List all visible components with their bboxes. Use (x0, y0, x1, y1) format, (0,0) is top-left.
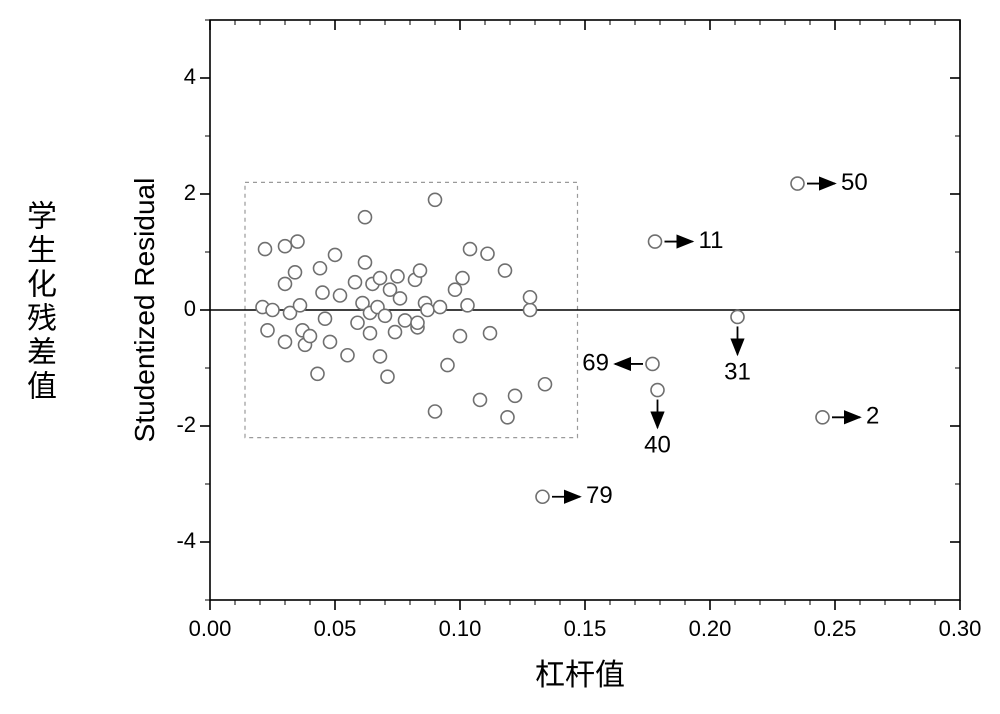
x-tick-label: 0.15 (564, 616, 607, 641)
outlier-point (791, 177, 804, 190)
data-point (501, 411, 514, 424)
data-point (414, 264, 427, 277)
annotation-label: 50 (841, 169, 868, 196)
data-point (484, 327, 497, 340)
scatter-chart: 50113169402790.000.050.100.150.200.250.3… (0, 0, 1000, 709)
outlier-point (731, 310, 744, 323)
y-tick-label: 4 (184, 64, 196, 89)
annotation-label: 11 (699, 227, 724, 254)
data-point (304, 330, 317, 343)
chart-container: 50113169402790.000.050.100.150.200.250.3… (0, 0, 1000, 709)
outlier-point (646, 357, 659, 370)
data-point (441, 359, 454, 372)
data-point (374, 272, 387, 285)
data-point (381, 370, 394, 383)
outlier-point (536, 490, 549, 503)
x-tick-label: 0.20 (689, 616, 732, 641)
y-tick-label: -4 (176, 528, 196, 553)
y-tick-label: 2 (184, 180, 196, 205)
data-point (499, 264, 512, 277)
data-point (334, 289, 347, 302)
data-point (389, 326, 402, 339)
annotation-label: 31 (724, 359, 751, 386)
data-point (294, 299, 307, 312)
x-axis-label-cjk: 杠杆值 (535, 650, 625, 694)
x-tick-label: 0.05 (314, 616, 357, 641)
annotation-label: 69 (582, 349, 609, 376)
data-point (324, 335, 337, 348)
data-point (474, 393, 487, 406)
y-axis-label-en: Studentized Residual (129, 178, 160, 443)
data-point (349, 276, 362, 289)
data-point (316, 286, 329, 299)
x-tick-label: 0.00 (189, 616, 232, 641)
data-point (429, 405, 442, 418)
data-point (351, 316, 364, 329)
data-point (461, 299, 474, 312)
data-point (464, 243, 477, 256)
data-point (399, 314, 412, 327)
data-point (481, 247, 494, 260)
data-point (434, 301, 447, 314)
data-point (279, 277, 292, 290)
outlier-point (649, 235, 662, 248)
y-axis-label-cjk: 学生化残差值 (16, 200, 60, 404)
annotation-label: 79 (586, 482, 613, 509)
data-point (379, 309, 392, 322)
outlier-point (651, 384, 664, 397)
outlier-point (816, 411, 829, 424)
y-tick-label: -2 (176, 412, 196, 437)
data-point (261, 324, 274, 337)
data-point (454, 330, 467, 343)
x-tick-label: 0.10 (439, 616, 482, 641)
data-point (539, 378, 552, 391)
data-point (266, 304, 279, 317)
data-point (364, 327, 377, 340)
data-point (319, 312, 332, 325)
data-point (429, 193, 442, 206)
data-point (259, 243, 272, 256)
data-point (411, 316, 424, 329)
data-point (279, 335, 292, 348)
data-point (289, 266, 302, 279)
data-point (524, 304, 537, 317)
data-point (279, 240, 292, 253)
data-point (359, 256, 372, 269)
data-point (456, 272, 469, 285)
data-point (311, 367, 324, 380)
data-point (449, 283, 462, 296)
data-point (329, 248, 342, 261)
data-point (509, 389, 522, 402)
annotation-label: 40 (644, 432, 671, 459)
data-point (421, 304, 434, 317)
data-point (314, 262, 327, 275)
data-point (391, 270, 404, 283)
annotation-label: 2 (866, 403, 879, 430)
data-point (524, 291, 537, 304)
data-point (374, 350, 387, 363)
data-point (291, 235, 304, 248)
data-point (394, 292, 407, 305)
x-tick-label: 0.30 (939, 616, 982, 641)
data-point (341, 349, 354, 362)
y-tick-label: 0 (184, 296, 196, 321)
data-point (359, 211, 372, 224)
x-tick-label: 0.25 (814, 616, 857, 641)
